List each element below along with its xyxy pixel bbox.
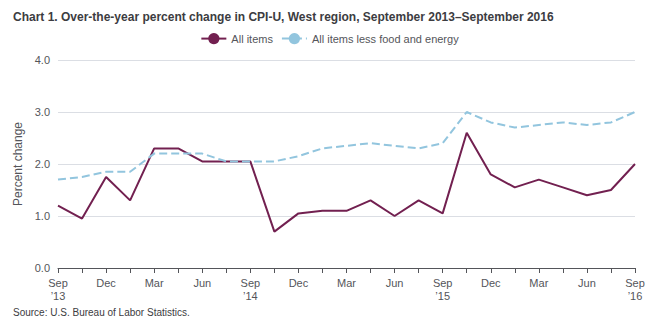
svg-text:’15: ’15 [435,290,450,302]
svg-text:All items: All items [231,33,273,45]
svg-text:Source: U.S. Bureau of Labor S: Source: U.S. Bureau of Labor Statistics. [13,307,190,318]
svg-text:3.0: 3.0 [35,106,50,118]
svg-text:’13: ’13 [51,290,66,302]
svg-text:Sep: Sep [433,277,453,289]
svg-text:Mar: Mar [529,277,548,289]
svg-text:Dec: Dec [481,277,501,289]
svg-text:Jun: Jun [578,277,596,289]
svg-text:All items less food and energy: All items less food and energy [312,33,459,45]
svg-text:Jun: Jun [193,277,211,289]
svg-text:0.0: 0.0 [35,262,50,274]
svg-text:Sep: Sep [241,277,261,289]
svg-text:Mar: Mar [145,277,164,289]
svg-text:Percent change: Percent change [11,122,25,206]
svg-text:4.0: 4.0 [35,54,50,66]
svg-text:Dec: Dec [289,277,309,289]
svg-text:Sep: Sep [48,277,68,289]
svg-text:Jun: Jun [386,277,404,289]
svg-text:’16: ’16 [628,290,643,302]
svg-text:Chart 1. Over-the-year percent: Chart 1. Over-the-year percent change in… [13,10,554,24]
svg-text:2.0: 2.0 [35,158,50,170]
svg-text:Sep: Sep [625,277,645,289]
svg-text:Mar: Mar [337,277,356,289]
svg-text:Dec: Dec [96,277,116,289]
svg-text:1.0: 1.0 [35,210,50,222]
svg-text:’14: ’14 [243,290,258,302]
